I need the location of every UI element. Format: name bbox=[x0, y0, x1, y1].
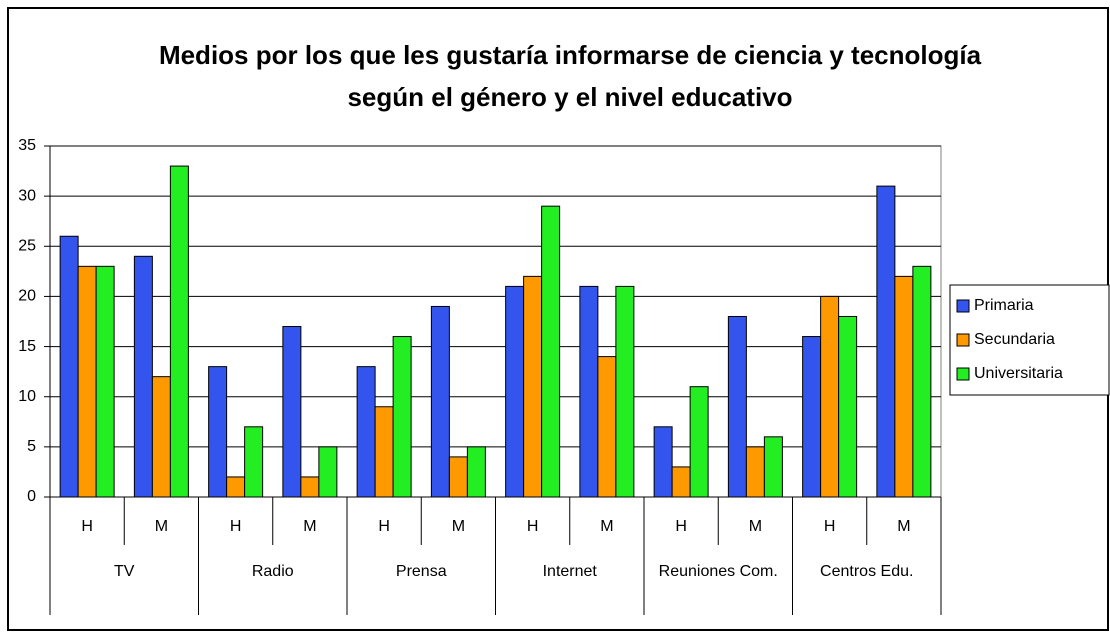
legend-swatch bbox=[956, 299, 970, 313]
x-tick-label: M bbox=[897, 518, 910, 535]
x-tick-label: M bbox=[749, 518, 762, 535]
group-label: Radio bbox=[251, 563, 294, 580]
bar bbox=[653, 426, 673, 498]
bar bbox=[356, 366, 376, 498]
bar bbox=[727, 315, 747, 498]
bar bbox=[374, 406, 394, 498]
bar bbox=[671, 466, 691, 498]
bar bbox=[505, 285, 525, 498]
x-tick-label: M bbox=[303, 518, 316, 535]
x-tick-label: M bbox=[452, 518, 465, 535]
x-tick-label: H bbox=[527, 518, 539, 535]
y-tick-label: 15 bbox=[18, 338, 36, 355]
legend-label: Secundaria bbox=[974, 331, 1055, 348]
bar bbox=[838, 315, 858, 498]
bar bbox=[466, 446, 486, 498]
bar bbox=[745, 446, 765, 498]
legend-box bbox=[949, 284, 1110, 396]
bar bbox=[430, 305, 450, 498]
bar bbox=[208, 366, 228, 498]
legend-label: Universitaria bbox=[974, 365, 1063, 382]
x-tick-label: H bbox=[824, 518, 836, 535]
y-tick-label: 25 bbox=[18, 238, 36, 255]
x-tick-label: M bbox=[155, 518, 168, 535]
bar bbox=[894, 275, 914, 498]
x-tick-label: H bbox=[378, 518, 390, 535]
bar bbox=[151, 376, 171, 498]
bar bbox=[95, 265, 115, 498]
bar bbox=[169, 165, 189, 498]
group-label: Prensa bbox=[395, 563, 447, 580]
bar bbox=[802, 336, 822, 498]
bar bbox=[244, 426, 264, 498]
bar bbox=[876, 185, 896, 498]
bar bbox=[820, 295, 840, 498]
x-tick-label: H bbox=[675, 518, 687, 535]
bar bbox=[300, 476, 320, 498]
x-tick-label: H bbox=[81, 518, 93, 535]
y-tick-label: 35 bbox=[18, 137, 36, 154]
x-tick-label: M bbox=[600, 518, 613, 535]
bar bbox=[392, 336, 412, 498]
group-label: Internet bbox=[542, 563, 597, 580]
bar bbox=[689, 386, 709, 498]
x-tick-label: H bbox=[230, 518, 242, 535]
group-label: Centros Edu. bbox=[820, 563, 914, 580]
y-tick-label: 20 bbox=[18, 288, 36, 305]
y-tick-label: 10 bbox=[18, 388, 36, 405]
bar bbox=[597, 356, 617, 498]
bar bbox=[133, 255, 153, 498]
chart-title: Medios por los que les gustaría informar… bbox=[158, 40, 982, 112]
y-tick-label: 30 bbox=[18, 187, 36, 204]
legend-swatch bbox=[956, 367, 970, 381]
group-label: Reuniones Com. bbox=[658, 563, 778, 580]
bar bbox=[77, 265, 97, 498]
legend-swatch bbox=[956, 333, 970, 347]
y-tick-label: 0 bbox=[27, 488, 36, 505]
bar bbox=[912, 265, 932, 498]
bar bbox=[579, 285, 599, 498]
legend-label: Primaria bbox=[974, 297, 1034, 314]
bar bbox=[448, 456, 468, 498]
bar bbox=[318, 446, 338, 498]
bar bbox=[763, 436, 783, 498]
plot-area bbox=[49, 145, 942, 498]
group-label: TV bbox=[114, 563, 135, 580]
bar bbox=[523, 275, 543, 498]
bar bbox=[615, 285, 635, 498]
y-tick-label: 5 bbox=[27, 438, 36, 455]
bar bbox=[282, 326, 302, 498]
bar bbox=[59, 235, 79, 498]
bar bbox=[226, 476, 246, 498]
bar bbox=[541, 205, 561, 498]
